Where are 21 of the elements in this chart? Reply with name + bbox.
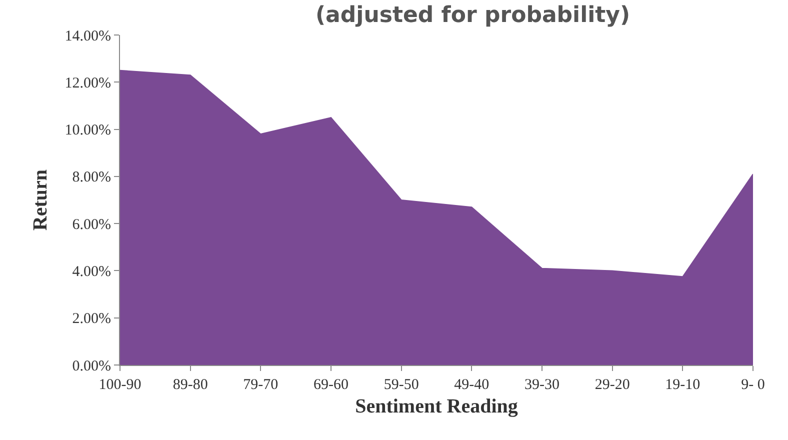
y-tick-label: 10.00% xyxy=(64,122,111,139)
y-tick-label: 8.00% xyxy=(72,170,111,186)
x-tick-label: 49-40 xyxy=(454,377,490,393)
y-tick-label: 0.00% xyxy=(72,358,111,374)
chart-title: (adjusted for probability) xyxy=(316,3,630,28)
x-tick-label: 9- 0 xyxy=(741,377,765,393)
x-tick-label: 89-80 xyxy=(172,377,208,393)
x-tick-label: 59-50 xyxy=(384,377,419,393)
x-tick-label: 79-70 xyxy=(243,377,278,393)
y-tick-label: 12.00% xyxy=(64,75,111,92)
x-tick-label: 100-90 xyxy=(98,377,142,393)
x-tick-label: 39-30 xyxy=(524,377,560,393)
y-tick-label: 14.00% xyxy=(64,28,111,44)
y-axis-title: Return xyxy=(29,169,52,231)
x-tick-label: 29-20 xyxy=(594,377,630,393)
y-tick-label: 4.00% xyxy=(72,264,111,280)
y-tick-label: 2.00% xyxy=(72,311,111,328)
y-tick-label: 6.00% xyxy=(72,216,111,233)
x-axis-title: Sentiment Reading xyxy=(355,396,518,418)
x-tick-label: 19-10 xyxy=(665,377,700,393)
x-tick-label: 69-60 xyxy=(314,377,348,393)
